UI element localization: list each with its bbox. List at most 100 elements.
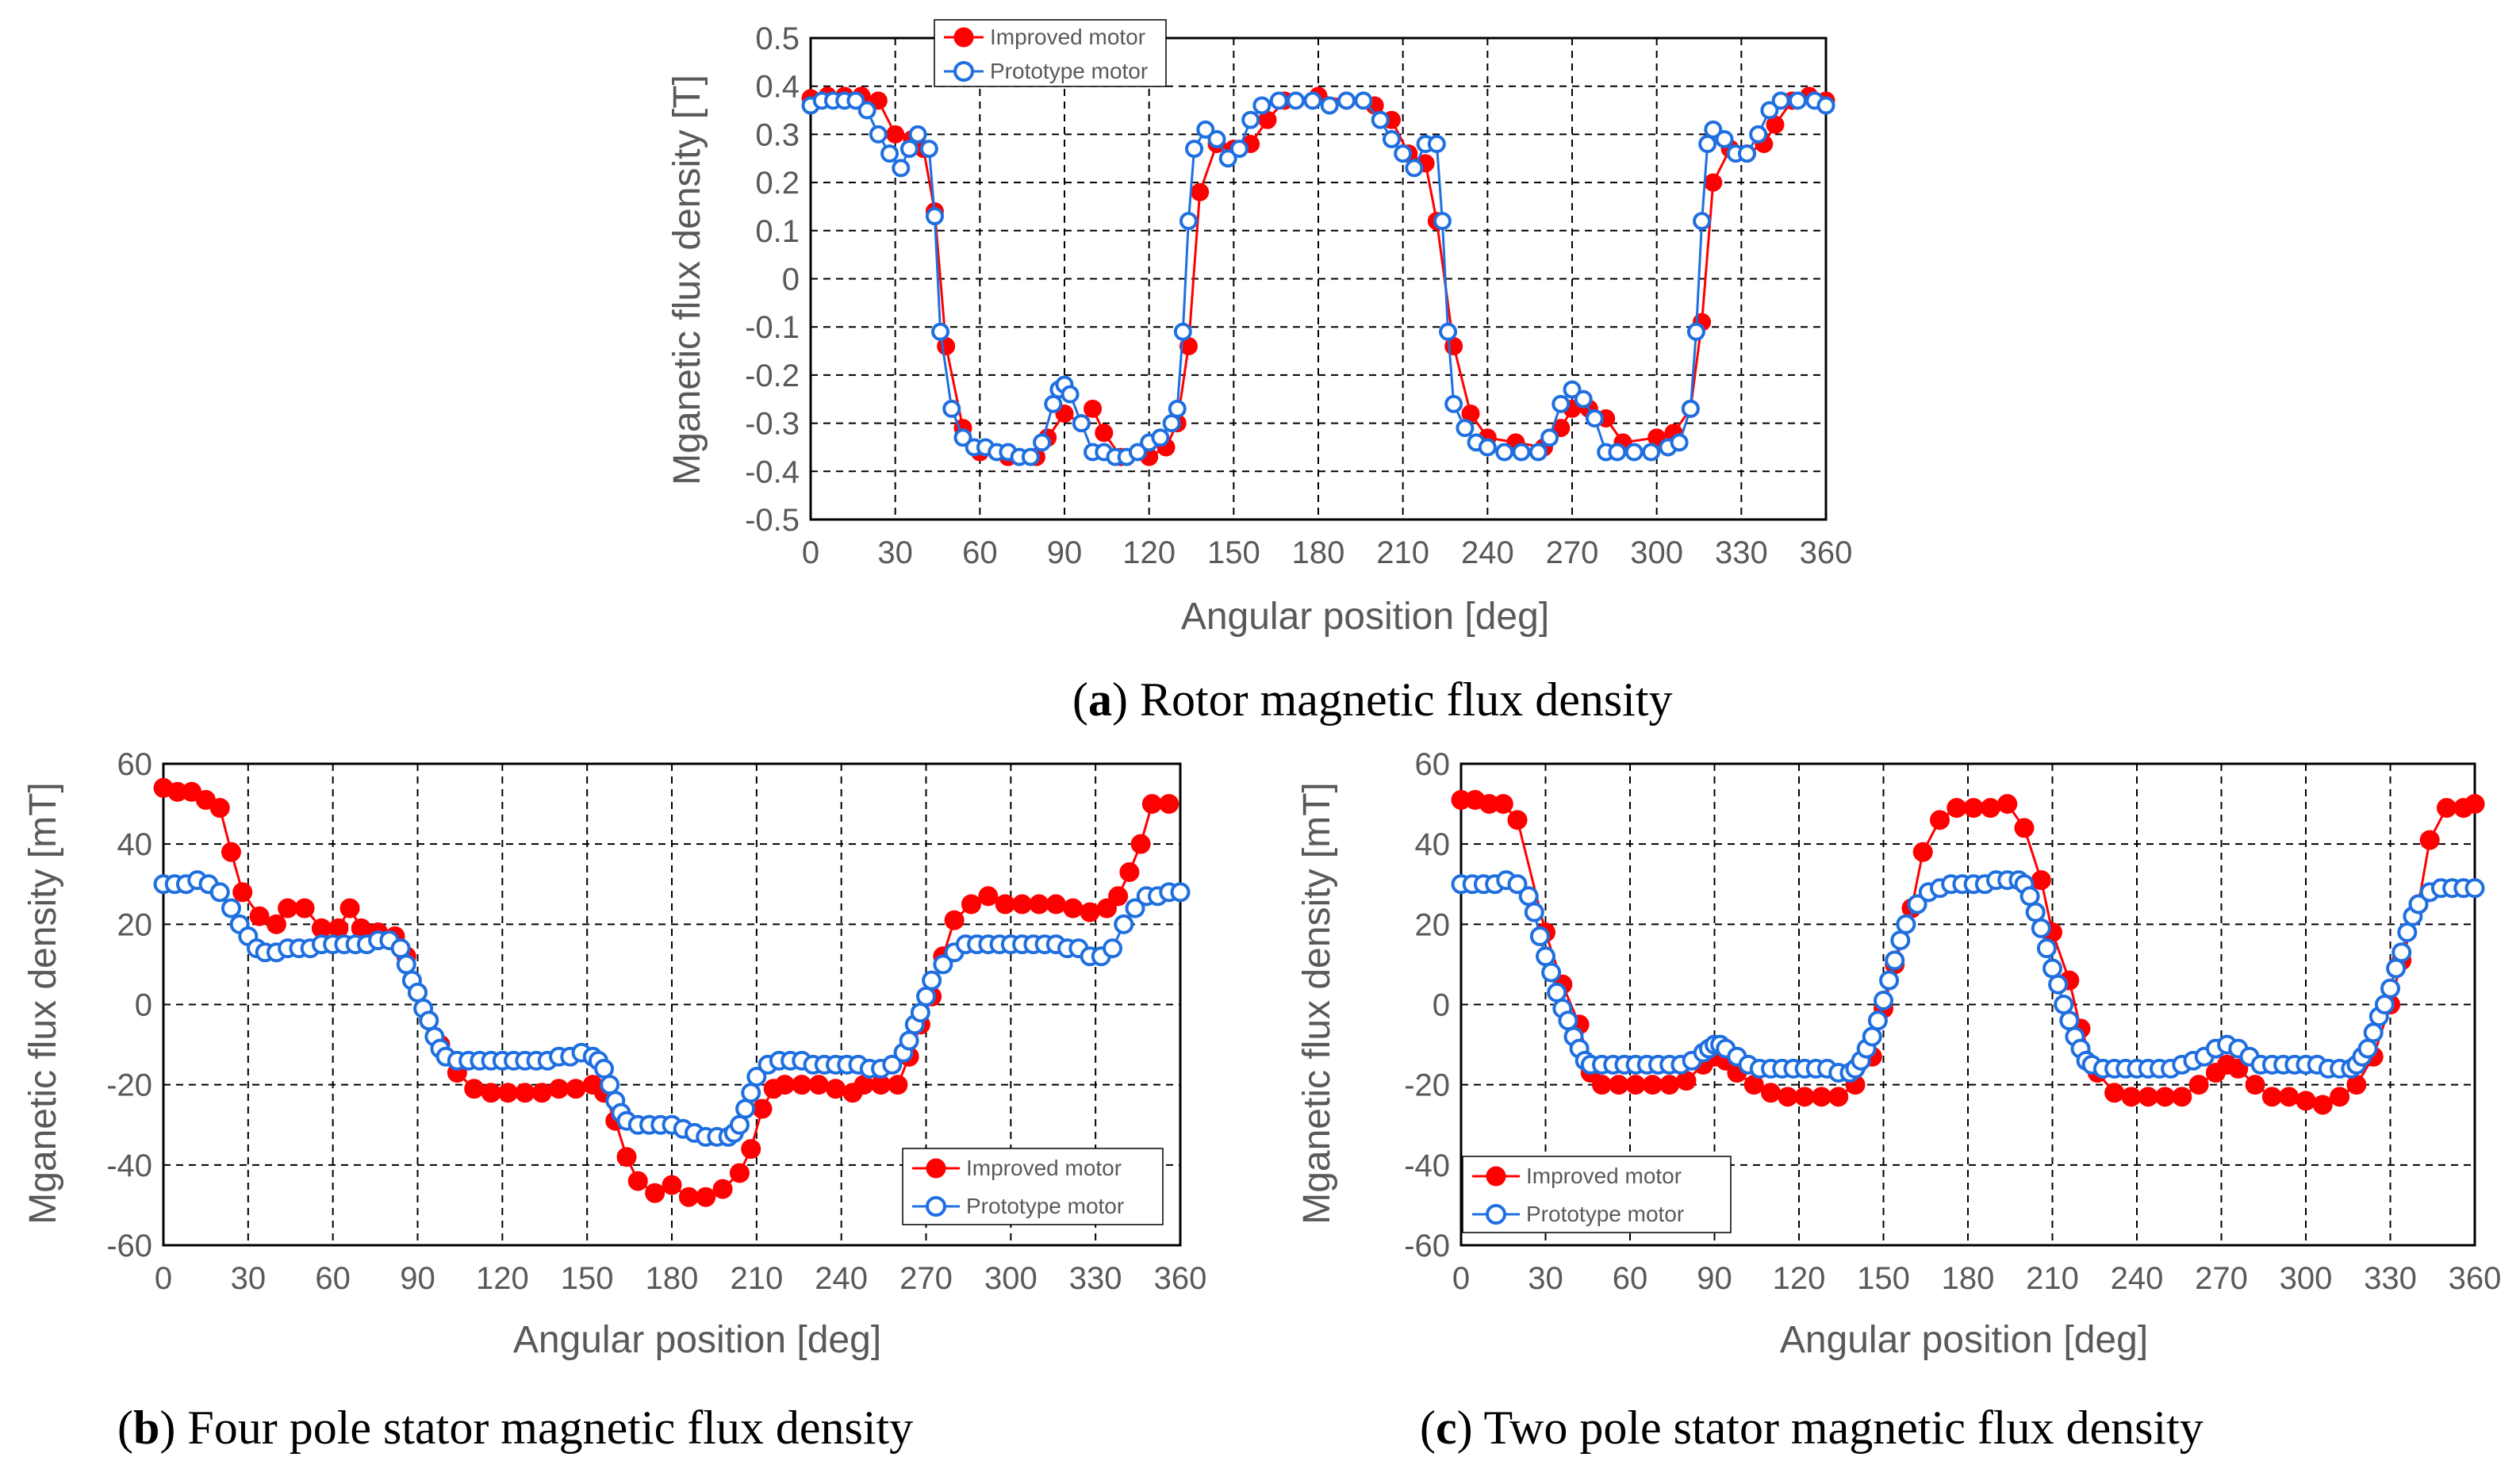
data-point-prototype-a [869, 125, 888, 144]
y-tick-label-a: 0.4 [755, 70, 800, 105]
y-tick-label-c: 20 [1415, 907, 1451, 942]
data-point-prototype-a [1394, 144, 1413, 163]
data-point-prototype-b [209, 882, 230, 903]
data-point-improved-b [1029, 894, 1049, 914]
legend-label-prototype-c: Prototype motor [1526, 1202, 1684, 1226]
data-point-prototype-a [1816, 96, 1835, 115]
data-point-prototype-a [1044, 394, 1063, 413]
data-point-prototype-a [880, 144, 899, 163]
data-point-prototype-a [1303, 91, 1322, 110]
data-point-prototype-b [419, 1010, 439, 1031]
data-point-prototype-b [1170, 882, 1191, 903]
x-tick-label-b: 330 [1069, 1261, 1122, 1296]
legend-marker-improved-c [1486, 1166, 1506, 1187]
data-point-improved-c [1912, 842, 1933, 862]
x-tick-label-c: 90 [1697, 1261, 1732, 1296]
y-tick-label-a: 0.2 [755, 166, 800, 201]
x-tick-label-c: 150 [1857, 1261, 1910, 1296]
data-point-improved-b [1063, 898, 1084, 918]
caption-paren-open-c: ( [1420, 1401, 1436, 1454]
data-point-prototype-a [1642, 443, 1661, 462]
x-tick-label-b: 300 [984, 1261, 1038, 1296]
x-tick-label-a: 0 [802, 535, 819, 570]
data-point-improved-c [1592, 1075, 1612, 1095]
x-tick-label-b: 360 [1154, 1261, 1207, 1296]
data-point-prototype-c [1541, 962, 1562, 983]
data-point-prototype-a [1371, 110, 1390, 129]
x-tick-label-c: 330 [2364, 1261, 2417, 1296]
data-point-prototype-a [899, 140, 919, 159]
data-point-prototype-a [931, 322, 950, 341]
data-point-improved-b [627, 1171, 648, 1191]
data-point-improved-c [2464, 794, 2485, 815]
caption-a: (a) Rotor magnetic flux density [1072, 673, 1673, 726]
y-axis-title-a: Mganetic flux density [T] [666, 75, 708, 485]
data-point-improved-c [2279, 1087, 2299, 1107]
plot-frame-c [1459, 762, 2476, 1247]
plot-area-a: 0 30 60 90 120 150 180 210 240 270 300 330 360 0.5 0.4… [745, 21, 1852, 570]
x-tick-label-a: 240 [1461, 535, 1514, 570]
data-point-improved-b [1130, 834, 1151, 854]
data-point-prototype-c [1896, 914, 1916, 934]
legend-label-prototype-b: Prototype motor [966, 1194, 1124, 1218]
data-point-prototype-c [1874, 990, 1893, 1010]
y-tick-label-a: 0 [782, 263, 800, 297]
data-point-prototype-c [2036, 938, 2057, 959]
data-point-prototype-a [1320, 96, 1339, 115]
data-point-prototype-c [2363, 1022, 2384, 1043]
data-point-improved-b [221, 842, 241, 862]
x-tick-label-b: 60 [315, 1261, 351, 1296]
data-point-prototype-a [857, 101, 876, 120]
data-point-prototype-a [1512, 443, 1531, 462]
data-point-prototype-a [1427, 135, 1446, 154]
data-point-prototype-a [953, 428, 972, 447]
data-point-prototype-c [1879, 970, 1900, 991]
data-point-prototype-c [2059, 1010, 2080, 1031]
data-point-improved-c [2014, 818, 2035, 838]
x-tick-label-c: 240 [2111, 1261, 2164, 1296]
x-tick-label-c: 360 [2449, 1261, 2502, 1296]
caption-text-a: Rotor magnetic flux density [1140, 673, 1673, 726]
data-point-improved-c [1609, 1075, 1629, 1095]
x-tick-label-b: 120 [476, 1261, 529, 1296]
data-point-prototype-c [2374, 995, 2395, 1014]
y-tick-label-c: 0 [1433, 988, 1450, 1023]
y-tick-label-b: -40 [106, 1148, 152, 1183]
data-point-prototype-c [2464, 878, 2485, 899]
data-point-prototype-c [1867, 1010, 1888, 1031]
data-point-prototype-a [1269, 91, 1288, 110]
data-point-improved-b [497, 1083, 518, 1103]
legend-marker-prototype-a [953, 61, 974, 82]
data-point-prototype-c [2042, 958, 2062, 979]
x-tick-label-b: 150 [561, 1261, 614, 1296]
data-point-prototype-a [1061, 385, 1080, 404]
data-point-improved-b [1045, 894, 1066, 914]
x-tick-label-b: 270 [899, 1261, 953, 1296]
data-point-prototype-b [600, 1075, 620, 1095]
data-point-prototype-c [1524, 902, 1544, 922]
data-point-prototype-a [1439, 322, 1458, 341]
x-tick-label-a: 60 [962, 535, 998, 570]
y-tick-label-b: 60 [117, 747, 153, 782]
data-point-prototype-a [1021, 447, 1040, 466]
data-point-prototype-a [925, 207, 944, 226]
x-tick-label-c: 210 [2026, 1261, 2079, 1296]
data-point-prototype-a [1771, 91, 1790, 110]
y-tick-label-c: -20 [1404, 1068, 1450, 1103]
x-tick-label-c: 270 [2195, 1261, 2248, 1296]
data-point-prototype-a [1563, 380, 1582, 399]
caption-text-c: Two pole stator magnetic flux density [1484, 1401, 2204, 1454]
caption-c: (c) Two pole stator magnetic flux densit… [1420, 1401, 2204, 1454]
x-tick-label-a: 360 [1800, 535, 1853, 570]
data-point-improved-b [1119, 862, 1140, 883]
data-point-improved-b [294, 898, 315, 918]
y-tick-label-b: -20 [106, 1068, 152, 1103]
data-point-prototype-a [1585, 409, 1604, 428]
data-point-prototype-a [1162, 414, 1181, 433]
data-point-prototype-a [1670, 433, 1689, 452]
data-point-improved-b [1012, 894, 1033, 914]
data-point-prototype-a [1749, 125, 1768, 144]
x-tick-label-b: 210 [730, 1261, 783, 1296]
data-point-prototype-c [2025, 902, 2046, 922]
x-tick-label-a: 90 [1047, 535, 1083, 570]
